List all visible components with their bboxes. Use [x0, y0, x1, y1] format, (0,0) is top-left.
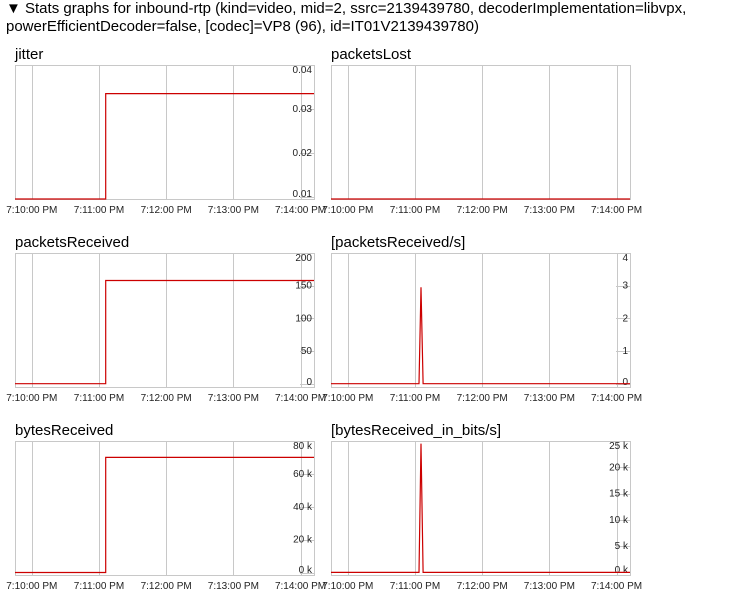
- y-tick-label: 25 k: [609, 441, 629, 452]
- x-tick-label: 7:14:00 PM: [275, 581, 326, 592]
- chart-title: [packetsReceived/s]: [331, 234, 466, 251]
- chart-title: packetsLost: [331, 46, 412, 63]
- y-tick-label: 0.01: [293, 189, 313, 200]
- x-tick-label: 7:14:00 PM: [275, 205, 326, 216]
- x-tick-label: 7:13:00 PM: [208, 581, 259, 592]
- x-tick-label: 7:11:00 PM: [74, 581, 124, 592]
- chart-title: jitter: [15, 46, 44, 63]
- x-tick-label: 7:13:00 PM: [524, 205, 575, 216]
- series-line: [15, 279, 314, 385]
- chart-panel-bytes-received: bytesReceived 7:10:00 PM 7:11:00 PM 7:12:0…: [6, 422, 335, 602]
- chart-jitter: 7:10:00 PM 7:11:00 PM 7:12:00 PM 7:13:00 PM…: [6, 65, 326, 216]
- y-tick-label: 10 k: [609, 515, 629, 526]
- y-tick-label: 80 k: [293, 441, 313, 452]
- x-tick-label: 7:13:00 PM: [524, 393, 575, 404]
- series-line: [15, 92, 314, 200]
- y-tick-label: 5 k: [615, 541, 629, 552]
- y-tick-label: 20 k: [609, 462, 629, 473]
- y-tick-label: 0.04: [293, 65, 313, 76]
- x-tick-label: 7:10:00 PM: [6, 205, 57, 216]
- chart-packets-received: 7:10:00 PM 7:11:00 PM 7:12:00 PM 7:13:00 PM…: [6, 253, 326, 404]
- chart-panel-packets-received: packetsReceived 7:10:00 PM 7:11:00 PM 7:12…: [6, 234, 335, 414]
- x-tick-label: 7:12:00 PM: [457, 393, 508, 404]
- y-tick-label: 150: [295, 281, 312, 292]
- x-tick-label: 7:10:00 PM: [322, 393, 373, 404]
- x-tick-label: 7:14:00 PM: [591, 393, 642, 404]
- x-tick-label: 7:12:00 PM: [457, 581, 508, 592]
- x-tick-label: 7:11:00 PM: [74, 205, 124, 216]
- x-tick-label: 7:14:00 PM: [591, 581, 642, 592]
- plot-area: [15, 253, 315, 388]
- series-line: [331, 443, 630, 573]
- y-tick-label: 0: [306, 377, 312, 388]
- chart-title: [bytesReceived_in_bits/s]: [331, 422, 502, 439]
- plot-area: [331, 253, 631, 388]
- y-tick-label: 0 k: [299, 565, 313, 576]
- x-tick-label: 7:10:00 PM: [6, 393, 57, 404]
- stats-header[interactable]: ▼ Stats graphs for inbound-rtp (kind=vid…: [6, 0, 736, 36]
- x-tick-label: 7:12:00 PM: [457, 205, 508, 216]
- y-tick-label: 0: [622, 377, 628, 388]
- x-tick-label: 7:14:00 PM: [275, 393, 326, 404]
- x-tick-label: 7:10:00 PM: [322, 581, 373, 592]
- y-tick-label: 20 k: [293, 535, 313, 546]
- x-tick-label: 7:11:00 PM: [390, 581, 440, 592]
- chart-title: packetsReceived: [15, 234, 130, 251]
- x-tick-label: 7:10:00 PM: [322, 205, 373, 216]
- y-tick-label: 60 k: [293, 469, 313, 480]
- chart-panel-jitter: jitter 7:10:00 PM 7:11:00 PM 7:12:00 PM 7:1…: [6, 46, 335, 226]
- x-tick-label: 7:12:00 PM: [141, 205, 192, 216]
- y-tick-label: 40 k: [293, 502, 313, 513]
- chart-panel-packets-lost: packetsLost 7:10:00 PM 7:11:00 PM 7:12:00 …: [322, 46, 651, 226]
- y-tick-label: 0.03: [293, 104, 313, 115]
- y-tick-label: 15 k: [609, 489, 629, 500]
- y-tick-label: 4: [622, 253, 628, 264]
- x-tick-label: 7:13:00 PM: [208, 393, 259, 404]
- x-tick-label: 7:11:00 PM: [390, 205, 440, 216]
- y-tick-label: 1: [622, 346, 628, 357]
- x-tick-label: 7:13:00 PM: [524, 581, 575, 592]
- x-tick-label: 7:14:00 PM: [591, 205, 642, 216]
- stats-header-line-1: ▼ Stats graphs for inbound-rtp (kind=vid…: [6, 0, 687, 17]
- chart-panel-packets-received-rate: [packetsReceived/s] 7:10:00 PM 7:11:00 PM…: [322, 234, 651, 414]
- y-tick-label: 3: [622, 281, 628, 292]
- chart-title: bytesReceived: [15, 422, 114, 439]
- x-tick-label: 7:13:00 PM: [208, 205, 259, 216]
- x-tick-label: 7:12:00 PM: [141, 581, 192, 592]
- plot-area: [15, 441, 315, 576]
- x-tick-label: 7:11:00 PM: [74, 393, 124, 404]
- chart-packets-received-rate: 7:10:00 PM 7:11:00 PM 7:12:00 PM 7:13:00 PM…: [322, 253, 642, 404]
- x-tick-label: 7:10:00 PM: [6, 581, 57, 592]
- y-tick-label: 100: [295, 313, 312, 324]
- y-tick-label: 0.02: [293, 148, 313, 159]
- chart-panel-bytes-received-bits-rate: [bytesReceived_in_bits/s] 7:10:00 PM 7:11…: [322, 422, 651, 602]
- plot-area: [331, 441, 631, 576]
- chart-bytes-received: 7:10:00 PM 7:11:00 PM 7:12:00 PM 7:13:00 PM…: [6, 441, 326, 592]
- plot-area: [15, 65, 315, 200]
- y-tick-label: 2: [622, 313, 628, 324]
- x-tick-label: 7:12:00 PM: [141, 393, 192, 404]
- y-tick-label: 200: [295, 253, 312, 264]
- stats-header-line-2: powerEfficientDecoder=false, [codec]=VP8…: [6, 18, 479, 35]
- series-line: [15, 456, 314, 574]
- chart-bytes-received-bits-rate: 7:10:00 PM 7:11:00 PM 7:12:00 PM 7:13:00 PM…: [322, 441, 642, 592]
- plot-area: [331, 65, 631, 200]
- series-line: [331, 287, 630, 385]
- y-tick-label: 0 k: [615, 565, 629, 576]
- chart-packets-lost: 7:10:00 PM 7:11:00 PM 7:12:00 PM 7:13:00 PM…: [322, 65, 642, 216]
- y-tick-label: 50: [301, 346, 313, 357]
- x-tick-label: 7:11:00 PM: [390, 393, 440, 404]
